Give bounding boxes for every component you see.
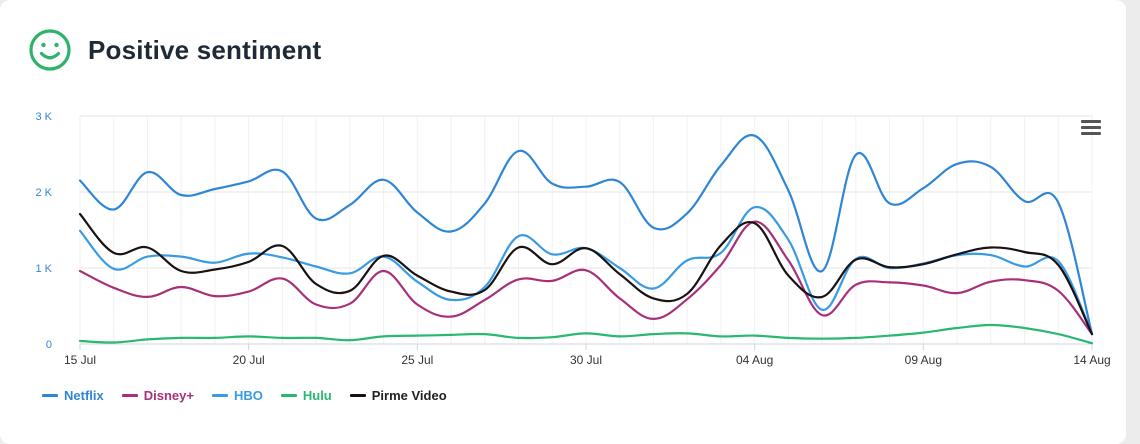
legend-swatch bbox=[349, 394, 366, 397]
y-tick-label: 0 bbox=[46, 339, 52, 351]
legend-label: HBO bbox=[233, 388, 263, 403]
chart-menu-button[interactable] bbox=[1081, 120, 1101, 136]
x-tick-label: 14 Aug bbox=[1073, 353, 1110, 367]
series-lines bbox=[78, 134, 1094, 345]
y-tick-label: 1 K bbox=[35, 263, 52, 275]
x-tick-label: 09 Aug bbox=[905, 353, 942, 367]
legend-item-netflix[interactable]: Netflix bbox=[42, 388, 104, 403]
menu-bar bbox=[1081, 132, 1101, 135]
page-title: Positive sentiment bbox=[88, 34, 322, 65]
x-tick-label: 20 Jul bbox=[233, 353, 265, 367]
legend-item-disney[interactable]: Disney+ bbox=[121, 388, 194, 403]
x-tick-label: 30 Jul bbox=[570, 353, 602, 367]
legend-item-pirme-video[interactable]: Pirme Video bbox=[349, 388, 447, 403]
legend-swatch bbox=[280, 394, 297, 397]
chart-legend: Netflix Disney+ HBO Hulu Pirme Video bbox=[42, 388, 465, 403]
line-chart: 0 1 K 2 K 3 K 15 Jul 20 Jul 25 Jul 30 Jul 04 Au… bbox=[35, 111, 1111, 367]
legend-label: Pirme Video bbox=[371, 388, 447, 403]
series-line-pirme-video bbox=[78, 212, 1094, 336]
series-line-hulu bbox=[78, 323, 1094, 345]
series-line-disney bbox=[78, 220, 1094, 336]
y-axis: 0 1 K 2 K 3 K bbox=[35, 111, 52, 351]
legend-swatch bbox=[42, 394, 58, 397]
menu-bar bbox=[1081, 120, 1101, 123]
legend-label: Hulu bbox=[302, 388, 332, 403]
legend-swatch bbox=[211, 394, 228, 397]
legend-label: Disney+ bbox=[143, 388, 194, 403]
legend-swatch bbox=[121, 394, 138, 397]
x-tick-label: 15 Jul bbox=[64, 353, 96, 367]
smiley-icon bbox=[29, 29, 71, 71]
legend-item-hbo[interactable]: HBO bbox=[211, 388, 263, 403]
card-header: Positive sentiment bbox=[28, 28, 321, 72]
legend-item-hulu[interactable]: Hulu bbox=[280, 388, 332, 403]
x-tick-label: 25 Jul bbox=[401, 353, 433, 367]
x-tick-label: 04 Aug bbox=[736, 353, 773, 367]
series-line-netflix bbox=[78, 134, 1094, 336]
menu-bar bbox=[1081, 126, 1101, 129]
y-tick-label: 2 K bbox=[35, 187, 52, 199]
legend-label: Netflix bbox=[64, 388, 104, 403]
grid bbox=[79, 115, 1093, 345]
y-tick-label: 3 K bbox=[35, 111, 52, 123]
x-axis: 15 Jul 20 Jul 25 Jul 30 Jul 04 Aug 09 Aug 14 A… bbox=[64, 344, 1111, 367]
